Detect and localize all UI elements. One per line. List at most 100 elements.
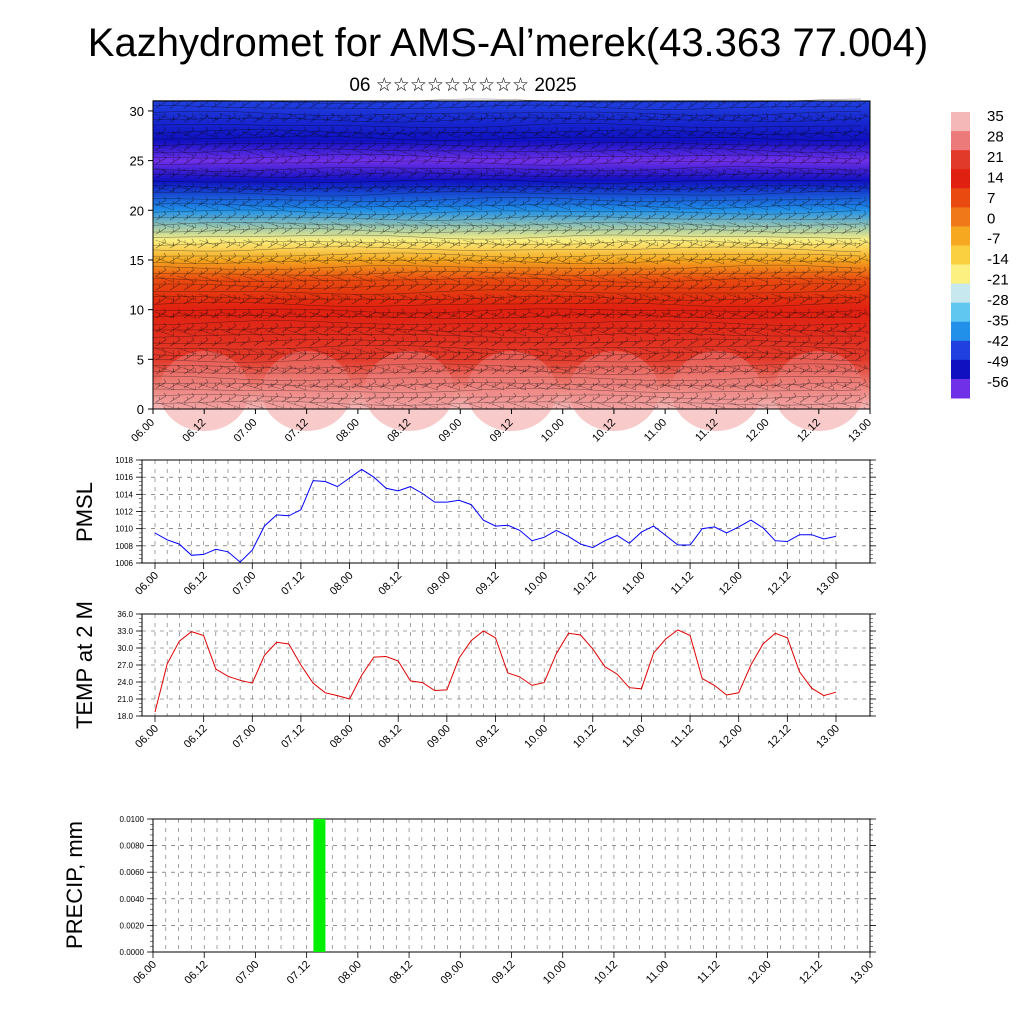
x-tick-label: 11.00 xyxy=(620,723,647,750)
x-tick-label: 13.00 xyxy=(848,959,876,987)
x-tick-label: 12.00 xyxy=(717,723,745,751)
colorbar-swatch xyxy=(951,340,970,361)
x-tick-label: 11.00 xyxy=(620,570,647,597)
colorbar-label: -21 xyxy=(987,272,1009,289)
colorbar-label: 35 xyxy=(987,108,1004,125)
colorbar-label: -7 xyxy=(987,231,1000,248)
colorbar-label: -49 xyxy=(987,353,1009,370)
colorbar-label: -42 xyxy=(987,333,1009,350)
pmsl-panel: 1006 1008 1010 1012 1014 1016 1018 06.00 06.12 07… xyxy=(72,456,876,598)
colorbar-label: 21 xyxy=(987,149,1004,166)
x-tick-label: 11.00 xyxy=(642,417,669,444)
precip-panel: 0.0000 0.0020 0.0040 0.0060 0.0080 0.0100 06.0… xyxy=(62,815,876,987)
x-tick-label: 07.00 xyxy=(234,959,262,987)
colorbar-swatch xyxy=(951,169,970,189)
x-tick-label: 08.12 xyxy=(376,723,404,751)
colorbar-swatch xyxy=(951,302,970,323)
x-tick-label: 08.00 xyxy=(328,570,356,598)
y-axis-label: PMSL xyxy=(72,482,97,542)
x-tick-label: 13.00 xyxy=(814,570,842,598)
colorbar-label: -35 xyxy=(987,313,1009,330)
y-tick-label: 21.0 xyxy=(117,695,133,704)
x-tick-label: 11.12 xyxy=(695,959,722,986)
y-tick-label: 27.0 xyxy=(117,661,133,670)
y-tick-label: 10 xyxy=(130,303,144,318)
y-tick-label: 0.0100 xyxy=(120,815,145,824)
chart-title: Kazhydromet for AMS-Al’merek(43.363 77.0… xyxy=(88,21,928,65)
x-tick-label: 10.00 xyxy=(522,723,550,751)
precip-bar xyxy=(313,819,326,952)
colorbar-label: 14 xyxy=(987,169,1004,186)
x-tick-label: 06.12 xyxy=(182,723,210,751)
x-tick-label: 12.00 xyxy=(746,959,774,987)
colorbar-label: 0 xyxy=(987,210,995,227)
y-tick-label: 18.0 xyxy=(117,712,133,721)
x-tick-label: 10.00 xyxy=(522,570,550,598)
colorbar-label: -14 xyxy=(987,251,1009,268)
x-tick-label: 12.12 xyxy=(766,570,794,598)
y-tick-label: 36.0 xyxy=(117,610,133,619)
y-tick-label: 0.0080 xyxy=(120,842,145,851)
x-tick-label: 09.12 xyxy=(474,570,502,598)
y-tick-label: 1006 xyxy=(115,559,133,568)
colorbar-label: 7 xyxy=(987,190,995,207)
y-tick-label: 20 xyxy=(130,203,144,218)
y-tick-label: 15 xyxy=(130,253,144,268)
y-tick-label: 0.0000 xyxy=(120,948,145,957)
y-tick-label: 25 xyxy=(130,154,144,169)
x-tick-label: 08.00 xyxy=(328,723,356,751)
colorbar-label: -56 xyxy=(987,374,1009,391)
x-tick-label: 09.12 xyxy=(490,959,518,987)
x-tick-label: 09.00 xyxy=(425,723,453,751)
x-tick-label: 10.12 xyxy=(571,570,599,598)
colorbar-swatch xyxy=(951,283,970,304)
series-line xyxy=(154,629,837,713)
x-tick-label: 09.00 xyxy=(438,959,466,987)
x-tick-label: 08.00 xyxy=(336,959,364,987)
colorbar-swatch xyxy=(951,226,970,246)
colorbar-swatch xyxy=(951,264,970,285)
x-tick-label: 07.00 xyxy=(232,417,260,445)
colorbar-swatch xyxy=(951,359,970,380)
x-tick-label: 07.12 xyxy=(279,723,307,751)
y-tick-label: 30.0 xyxy=(117,644,133,653)
x-tick-label: 12.12 xyxy=(797,959,825,987)
x-tick-label: 06.00 xyxy=(133,723,161,751)
y-axis-label: PRECIP, mm xyxy=(62,821,87,949)
y-tick-label: 5 xyxy=(137,352,144,367)
colorbar-swatch xyxy=(951,245,970,266)
y-tick-label: 24.0 xyxy=(117,678,133,687)
x-tick-label: 07.00 xyxy=(230,570,258,598)
x-tick-label: 06.00 xyxy=(129,417,157,445)
temp-panel: 18.0 21.0 24.0 27.0 30.0 33.0 36.0 06.00 06.12 07… xyxy=(72,601,876,751)
x-tick-label: 06.00 xyxy=(133,570,161,598)
x-tick-label: 08.12 xyxy=(387,959,415,987)
x-tick-label: 10.00 xyxy=(539,417,567,445)
x-tick-label: 09.12 xyxy=(474,723,502,751)
x-tick-label: 11.12 xyxy=(669,723,696,750)
chart-subtitle: 06 ☆☆☆☆☆☆☆☆☆ 2025 xyxy=(349,75,576,96)
x-tick-label: 13.00 xyxy=(814,723,842,751)
x-tick-label: 13.00 xyxy=(846,417,874,445)
colorbar-label: -28 xyxy=(987,292,1009,309)
x-tick-label: 12.12 xyxy=(766,723,794,751)
y-tick-label: 30 xyxy=(130,104,144,119)
x-tick-label: 07.12 xyxy=(279,570,307,598)
x-tick-label: 11.00 xyxy=(644,959,671,986)
y-tick-label: 1010 xyxy=(115,525,133,534)
x-tick-label: 07.12 xyxy=(285,959,313,987)
x-tick-label: 07.00 xyxy=(230,723,258,751)
colorbar-swatch xyxy=(951,321,970,342)
x-tick-label: 12.00 xyxy=(717,570,745,598)
x-tick-label: 10.00 xyxy=(541,959,569,987)
x-tick-label: 08.12 xyxy=(376,570,404,598)
y-tick-label: 0.0060 xyxy=(120,868,145,877)
x-tick-label: 10.12 xyxy=(571,723,599,751)
colorbar-swatch xyxy=(951,112,970,132)
x-tick-label: 06.12 xyxy=(182,570,210,598)
y-axis-label: TEMP at 2 M xyxy=(72,601,97,729)
x-tick-label: 09.00 xyxy=(436,417,464,445)
y-tick-label: 1008 xyxy=(115,542,133,551)
